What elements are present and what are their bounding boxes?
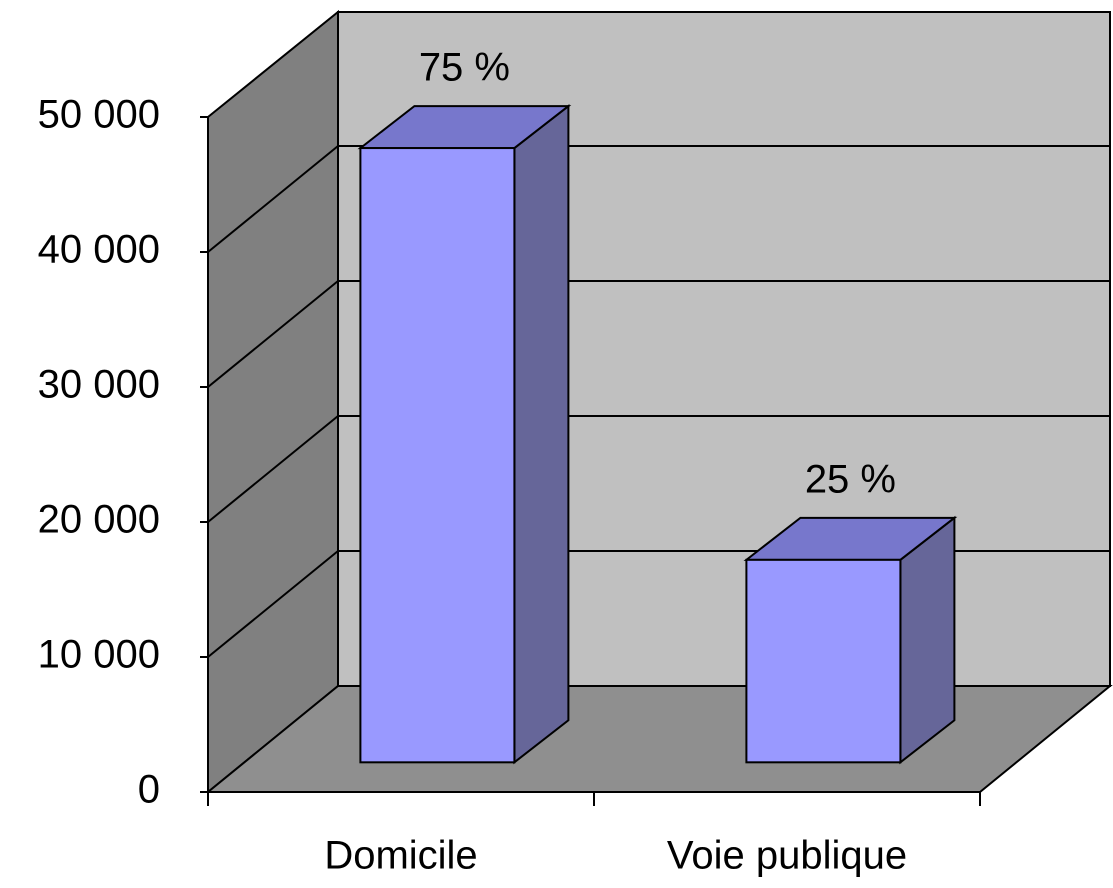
y-tick-label: 0 (138, 768, 160, 812)
grid-line (207, 280, 339, 388)
bar (359, 147, 516, 764)
bar (745, 558, 902, 764)
x-tick-label: Domicile (324, 834, 477, 878)
data-label: 75 % (419, 46, 510, 90)
side-wall (207, 9, 339, 795)
y-tick-label: 50 000 (38, 93, 160, 137)
y-tick-label: 20 000 (38, 498, 160, 542)
floor (205, 685, 1113, 793)
y-tick-label: 10 000 (38, 633, 160, 677)
y-tick-label: 40 000 (38, 228, 160, 272)
data-label: 25 % (805, 457, 896, 501)
grid-line (207, 145, 339, 253)
grid-line (207, 550, 339, 658)
grid-line (207, 415, 339, 523)
bar-side (513, 104, 570, 765)
y-tick-label: 30 000 (38, 363, 160, 407)
x-tick-label: Voie publique (667, 834, 907, 878)
